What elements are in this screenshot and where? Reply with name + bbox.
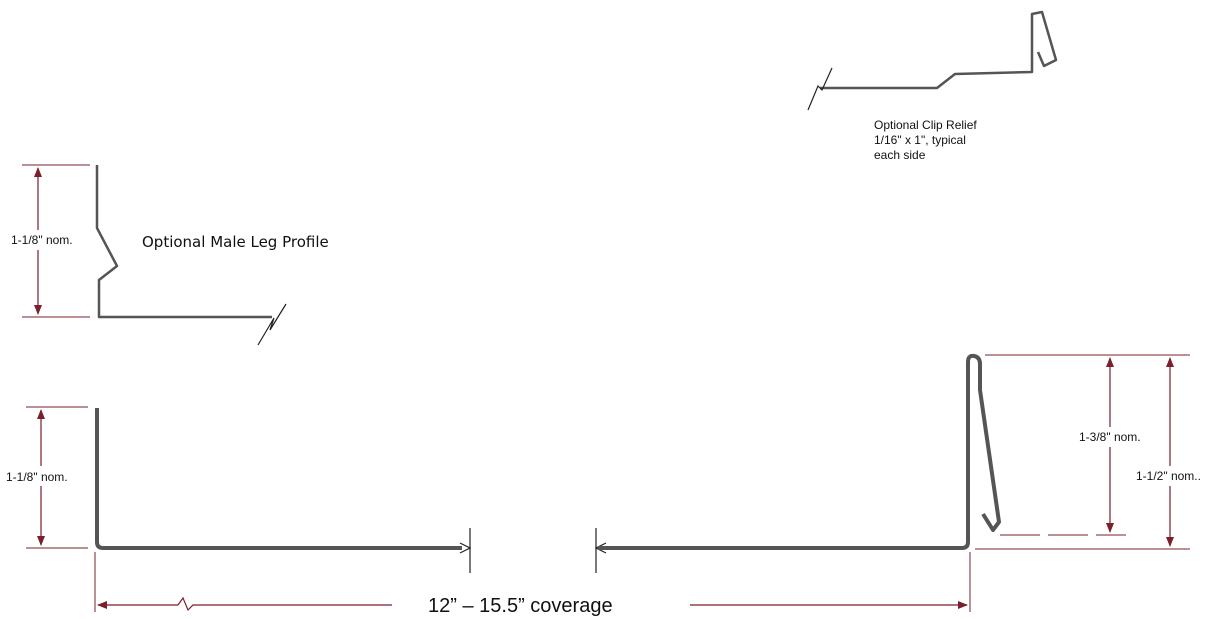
female-outer-dim-label: 1-1/2" nom.. — [1136, 469, 1201, 483]
male-leg-profile — [95, 165, 272, 319]
panel-left-leg-and-pan — [95, 408, 462, 550]
clip-relief-detail: Optional Clip Relief 1/16" x 1", typical… — [807, 10, 1058, 162]
clip-relief-label-line3: each side — [874, 148, 926, 162]
male-leg-profile-label: Optional Male Leg Profile — [142, 233, 329, 251]
male-leg-dim-label-bg — [10, 230, 70, 250]
coverage-label: 12” – 15.5” coverage — [428, 595, 613, 617]
main-left-dim-label-bg — [6, 466, 78, 486]
male-leg-break-symbol — [257, 303, 287, 346]
main-panel-profile: 1-1/8" nom. 1-3/8" nom. 1-1/2" nom.. 12”… — [6, 353, 1219, 617]
female-outer-dim-label-bg — [1133, 466, 1219, 486]
female-inner-dim-label-bg — [1076, 427, 1146, 447]
male-leg-detail: 1-1/8" nom. Optional Male Leg Profile — [10, 164, 329, 346]
clip-relief-label-line1: Optional Clip Relief — [874, 118, 977, 132]
clip-relief-label-line2: 1/16" x 1", typical — [874, 133, 966, 147]
female-inner-dim-label: 1-3/8" nom. — [1079, 430, 1141, 444]
panel-right-break-arrow — [594, 542, 607, 554]
clip-relief-break-symbol — [807, 67, 833, 111]
male-leg-dim-label: 1-1/8" nom. — [11, 233, 73, 247]
clip-relief-profile — [820, 10, 1058, 90]
panel-right-pan-and-female-leg — [598, 353, 1001, 550]
coverage-break-symbol — [177, 596, 392, 612]
main-left-dim-label: 1-1/8" nom. — [6, 470, 68, 484]
